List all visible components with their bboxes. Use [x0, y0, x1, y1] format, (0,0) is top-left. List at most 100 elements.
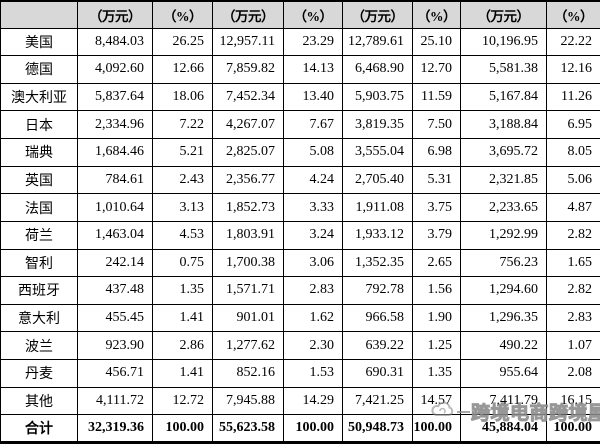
- row-label: 澳大利亚: [0, 82, 78, 112]
- row-label: 德国: [0, 55, 78, 84]
- cell-value: 16.15: [546, 386, 600, 416]
- table-row: 波兰 923.90 2.86 1,277.62 2.30 639.22 1.25 490.22…: [0, 331, 600, 360]
- cell-value: 25.10: [412, 27, 461, 57]
- column-header: （%）: [412, 0, 461, 29]
- cell-value: 490.22: [460, 331, 547, 360]
- cell-value: 0.75: [152, 248, 213, 278]
- cell-value: 8.05: [546, 138, 600, 167]
- cell-value: 5.21: [152, 138, 213, 167]
- cell-value: 12.70: [412, 55, 461, 84]
- cell-value: 1.90: [412, 303, 461, 333]
- cell-value: 4.53: [152, 220, 213, 250]
- cell-value: 2.43: [152, 165, 213, 195]
- cell-value: 7.22: [152, 110, 213, 139]
- cell-value: 852.16: [212, 359, 284, 388]
- table-row: 澳大利亚 5,837.64 18.06 7,452.34 13.40 5,903.75 11…: [0, 82, 600, 112]
- cell-value: 3,555.04: [342, 138, 413, 167]
- table-row: 西班牙 437.48 1.35 1,571.71 2.83 792.78 1.56 1,294…: [0, 276, 600, 305]
- cell-value: 100.00: [546, 414, 600, 443]
- cell-value: 2,705.40: [342, 165, 413, 195]
- cell-value: 6,468.90: [342, 55, 413, 84]
- table-header-row: （万元） （%） （万元） （%） （万元） （%） （万元） （%）: [0, 0, 600, 29]
- column-header: （万元）: [77, 0, 153, 29]
- cell-value: 2.83: [546, 303, 600, 333]
- cell-value: 1,292.99: [460, 220, 547, 250]
- cell-value: 784.61: [77, 165, 153, 195]
- cell-value: 11.59: [412, 82, 461, 112]
- row-label: 智利: [0, 248, 78, 278]
- cell-value: 2.65: [412, 248, 461, 278]
- column-header: （万元）: [460, 0, 547, 29]
- cell-value: 12,957.11: [212, 27, 284, 57]
- row-label: 西班牙: [0, 276, 78, 305]
- column-header: （%）: [152, 0, 213, 29]
- cell-value: 923.90: [77, 331, 153, 360]
- cell-value: 32,319.36: [77, 414, 153, 443]
- cell-value: 23.29: [283, 27, 343, 57]
- cell-value: 1,803.91: [212, 220, 284, 250]
- cell-value: 1,352.35: [342, 248, 413, 278]
- cell-value: 1,463.04: [77, 220, 153, 250]
- cell-value: 4.87: [546, 193, 600, 222]
- row-label: 丹麦: [0, 359, 78, 388]
- cell-value: 6.98: [412, 138, 461, 167]
- cell-value: 100.00: [152, 414, 213, 443]
- table-row: 智利 242.14 0.75 1,700.38 3.06 1,352.35 2.65 756.…: [0, 248, 600, 278]
- cell-value: 1.53: [283, 359, 343, 388]
- column-header: （%）: [283, 0, 343, 29]
- cell-value: 13.40: [283, 82, 343, 112]
- cell-value: 242.14: [77, 248, 153, 278]
- table-row: 英国 784.61 2.43 2,356.77 4.24 2,705.40 5.31 2,32…: [0, 165, 600, 195]
- corner-cell: [0, 0, 78, 29]
- cell-value: 690.31: [342, 359, 413, 388]
- row-label: 意大利: [0, 303, 78, 333]
- cell-value: 2,825.07: [212, 138, 284, 167]
- table-row: 德国 4,092.60 12.66 7,859.82 14.13 6,468.90 12.7…: [0, 55, 600, 84]
- cell-value: 2,321.85: [460, 165, 547, 195]
- cell-value: 14.57: [412, 386, 461, 416]
- table-row: 其他 4,111.72 12.72 7,945.88 14.29 7,421.25 14.5…: [0, 386, 600, 416]
- cell-value: 26.25: [152, 27, 213, 57]
- cell-value: 100.00: [412, 414, 461, 443]
- table-row: 丹麦 456.71 1.41 852.16 1.53 690.31 1.35 955.64 2.…: [0, 359, 600, 388]
- cell-value: 2.30: [283, 331, 343, 360]
- cell-value: 5,581.38: [460, 55, 547, 84]
- cell-value: 1,571.71: [212, 276, 284, 305]
- cell-value: 1,852.73: [212, 193, 284, 222]
- cell-value: 3,188.84: [460, 110, 547, 139]
- cell-value: 1,294.60: [460, 276, 547, 305]
- cell-value: 437.48: [77, 276, 153, 305]
- cell-value: 3.24: [283, 220, 343, 250]
- cell-value: 1,277.62: [212, 331, 284, 360]
- cell-value: 5,837.64: [77, 82, 153, 112]
- cell-value: 2.83: [283, 276, 343, 305]
- total-row: 合计 32,319.36 100.00 55,623.58 100.00 50,948.7…: [0, 414, 600, 443]
- table-row: 法国 1,010.64 3.13 1,852.73 3.33 1,911.08 3.75 2,…: [0, 193, 600, 222]
- cell-value: 3.06: [283, 248, 343, 278]
- cell-value: 12.72: [152, 386, 213, 416]
- cell-value: 4,092.60: [77, 55, 153, 84]
- cell-value: 1,684.46: [77, 138, 153, 167]
- column-header: （%）: [546, 0, 600, 29]
- row-label: 瑞典: [0, 138, 78, 167]
- cell-value: 2.82: [546, 276, 600, 305]
- cell-value: 5.06: [546, 165, 600, 195]
- cell-value: 1,933.12: [342, 220, 413, 250]
- cell-value: 3.79: [412, 220, 461, 250]
- row-label: 美国: [0, 27, 78, 57]
- cell-value: 7,411.79: [460, 386, 547, 416]
- cell-value: 7,421.25: [342, 386, 413, 416]
- cell-value: 12.66: [152, 55, 213, 84]
- cell-value: 1.35: [152, 276, 213, 305]
- cell-value: 4,111.72: [77, 386, 153, 416]
- column-header: （万元）: [342, 0, 413, 29]
- cell-value: 2.82: [546, 220, 600, 250]
- cell-value: 1.56: [412, 276, 461, 305]
- table-body: 美国 8,484.03 26.25 12,957.11 23.29 12,789.61 25…: [0, 27, 600, 443]
- cell-value: 455.45: [77, 303, 153, 333]
- cell-value: 1.25: [412, 331, 461, 360]
- cell-value: 6.95: [546, 110, 600, 139]
- cell-value: 22.22: [546, 27, 600, 57]
